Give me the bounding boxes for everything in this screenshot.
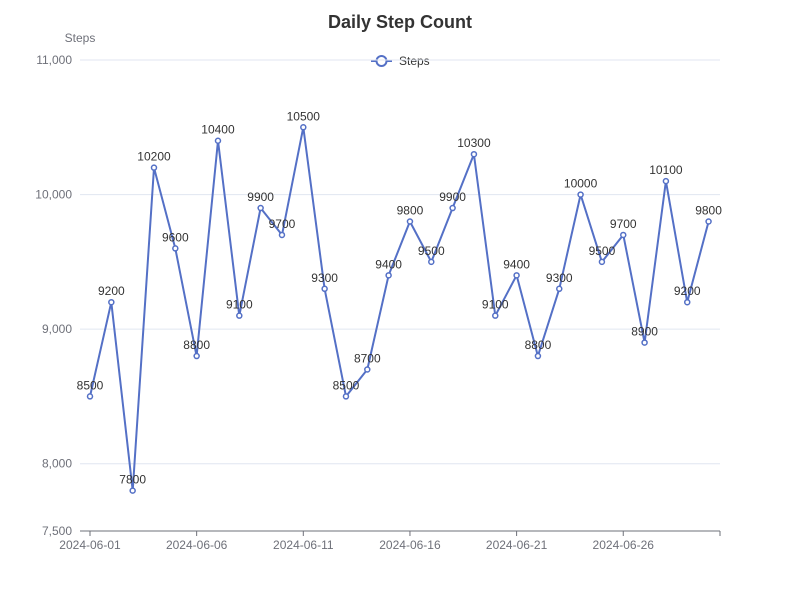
x-tick-label: 2024-06-06 — [166, 538, 228, 552]
x-axis: 2024-06-01 2024-06-06 2024-06-11 2024-06-16… — [59, 530, 721, 552]
data-label: 8800 — [183, 338, 210, 352]
legend-label-steps: Steps — [399, 54, 430, 68]
data-point[interactable] — [278, 231, 286, 239]
data-point[interactable] — [150, 164, 158, 171]
data-point[interactable] — [683, 298, 691, 306]
y-tick-label: 11,000 — [36, 53, 72, 67]
data-point[interactable] — [300, 124, 307, 131]
data-point[interactable] — [193, 352, 200, 360]
data-point[interactable] — [342, 393, 350, 400]
data-point[interactable] — [598, 258, 606, 266]
data-label: 9600 — [162, 230, 189, 244]
data-label: 9100 — [482, 298, 509, 312]
data-label: 10200 — [137, 150, 171, 164]
data-label: 9300 — [311, 271, 338, 285]
y-tick-label: 10,000 — [35, 188, 72, 202]
y-axis-label: Steps — [65, 31, 96, 45]
data-label: 7800 — [119, 473, 146, 487]
data-point[interactable] — [662, 177, 670, 185]
data-point[interactable] — [172, 245, 179, 252]
data-point[interactable] — [364, 366, 371, 373]
data-point[interactable] — [257, 204, 264, 212]
legend-marker-icon — [375, 55, 388, 67]
data-label: 9400 — [503, 257, 530, 271]
x-tick-label: 2024-06-21 — [486, 538, 548, 552]
data-point[interactable] — [449, 204, 456, 212]
data-label: 10500 — [287, 109, 321, 123]
data-point[interactable] — [470, 150, 478, 158]
data-points — [86, 124, 712, 494]
data-point[interactable] — [108, 298, 115, 306]
y-tick-label: 9,000 — [42, 322, 72, 336]
data-label: 10000 — [564, 177, 598, 191]
series-steps — [89, 126, 710, 492]
data-label: 9900 — [439, 190, 466, 204]
data-label: 9200 — [674, 284, 701, 298]
data-point[interactable] — [577, 191, 584, 198]
data-label: 10400 — [201, 123, 235, 137]
data-label: 8500 — [333, 378, 360, 392]
y-axis-ticks: 7,500 8,000 9,000 10,000 11,000 — [35, 53, 72, 538]
data-label: 9400 — [375, 257, 402, 271]
data-label: 9200 — [98, 284, 125, 298]
series-line-steps — [89, 126, 710, 492]
data-labels: 8500 9200 7800 10200 9600 8800 10400 9100 9900 97… — [77, 109, 723, 486]
data-label: 9800 — [397, 203, 424, 217]
chart-title: Daily Step Count — [328, 12, 472, 32]
data-label: 9700 — [269, 217, 296, 231]
data-label: 8700 — [354, 352, 381, 366]
y-tick-label: 8,000 — [42, 457, 72, 471]
data-point[interactable] — [428, 258, 435, 266]
data-point[interactable] — [492, 312, 499, 319]
data-label: 9800 — [695, 203, 722, 217]
data-point[interactable] — [641, 339, 648, 346]
data-label: 10300 — [457, 136, 491, 150]
x-tick-label: 2024-06-16 — [379, 538, 441, 552]
x-tick-label: 2024-06-11 — [273, 538, 334, 552]
x-tick-label: 2024-06-26 — [593, 538, 655, 552]
data-label: 8900 — [631, 325, 658, 339]
data-point[interactable] — [513, 272, 520, 279]
data-point[interactable] — [406, 218, 414, 225]
data-label: 9300 — [546, 271, 573, 285]
grid-lines — [80, 59, 720, 465]
data-label: 8500 — [77, 378, 104, 392]
data-point[interactable] — [705, 218, 712, 225]
data-label: 9500 — [418, 244, 445, 258]
data-label: 9700 — [610, 217, 637, 231]
data-label: 9100 — [226, 298, 253, 312]
data-point[interactable] — [236, 312, 243, 319]
data-label: 9500 — [589, 244, 616, 258]
data-point[interactable] — [385, 272, 392, 279]
data-point[interactable] — [556, 285, 563, 293]
data-label: 10100 — [649, 163, 683, 177]
legend[interactable]: Steps — [371, 54, 430, 68]
y-tick-label: 7,500 — [42, 524, 72, 538]
data-point[interactable] — [214, 137, 222, 144]
data-label: 8800 — [525, 338, 552, 352]
data-point[interactable] — [321, 285, 328, 293]
data-point[interactable] — [620, 231, 627, 239]
x-tick-label: 2024-06-01 — [59, 538, 121, 552]
data-point[interactable] — [86, 393, 94, 400]
data-label: 9900 — [247, 190, 274, 204]
data-point[interactable] — [129, 487, 136, 494]
data-point[interactable] — [534, 352, 542, 360]
